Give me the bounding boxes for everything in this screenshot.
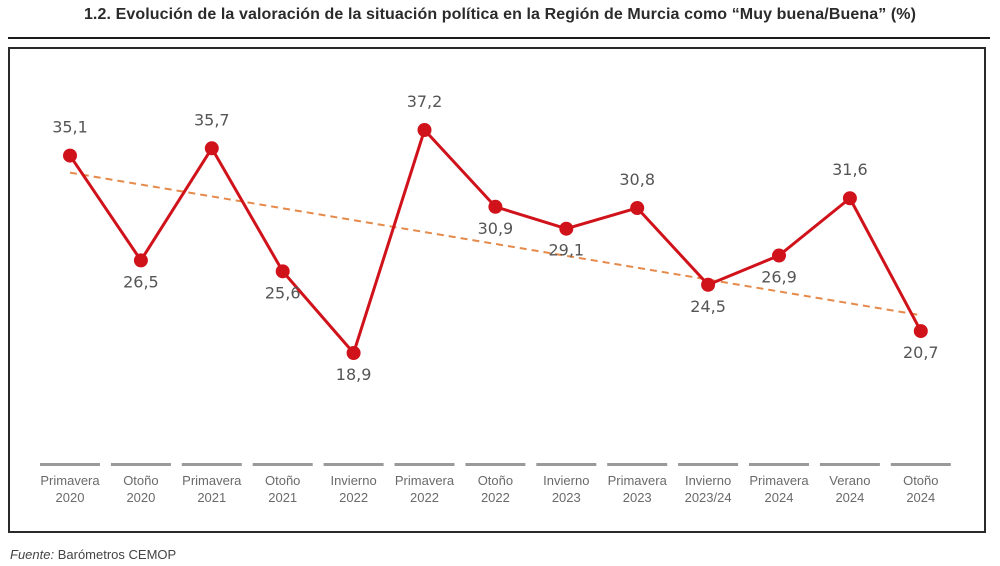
data-label: 30,9 [478, 219, 514, 238]
x-tick-bar [678, 463, 739, 466]
x-tick-bar [394, 463, 455, 466]
x-tick-label-line: Primavera [749, 473, 809, 488]
x-tick-label: Primavera 2023 [608, 473, 668, 505]
x-tick-label-line: Otoño [123, 473, 158, 488]
data-point [417, 123, 432, 137]
x-tick-bar [40, 463, 100, 466]
data-point [701, 277, 716, 292]
x-tick-label: Otoño 2020 [123, 473, 158, 505]
x-tick-label-line: 2023 [552, 490, 581, 505]
x-tick-label-line: 2023/24 [685, 490, 732, 505]
data-label: 26,9 [761, 268, 797, 287]
x-tick-label: Otoño 2021 [265, 473, 300, 505]
x-tick-label: Primavera 2020 [40, 473, 100, 505]
x-tick-label-line: Primavera [608, 473, 668, 488]
source-text: Barómetros CEMOP [57, 547, 177, 562]
title-rule [8, 37, 990, 39]
x-tick-label: Primavera 2021 [182, 473, 242, 505]
x-tick-label-line: Primavera [182, 473, 242, 488]
x-tick-label: Primavera 2022 [395, 473, 455, 505]
data-point [63, 148, 77, 163]
data-label: 29,1 [548, 241, 584, 260]
x-tick-label: Otoño 2024 [903, 473, 938, 505]
x-tick-label: Primavera 2024 [749, 473, 809, 505]
data-point [913, 324, 928, 339]
x-tick-label-line: Primavera [40, 473, 100, 488]
x-tick-bar [890, 463, 951, 466]
chart-title: 1.2. Evolución de la valoración de la si… [83, 6, 917, 23]
data-point [204, 141, 219, 156]
data-label: 20,7 [903, 343, 939, 362]
x-tick-label-line: 2020 [126, 490, 155, 505]
series-points [63, 123, 928, 360]
x-tick-label-line: 2023 [623, 490, 652, 505]
source-note: Fuente: Barómetros CEMOP [10, 547, 176, 562]
data-label: 30,8 [619, 170, 655, 189]
x-tick-label: Invierno 2022 [330, 473, 376, 505]
x-tick-label-line: 2021 [268, 490, 297, 505]
data-label: 31,6 [832, 160, 868, 179]
data-point [630, 200, 645, 215]
data-label: 35,1 [52, 118, 88, 137]
x-tick-bar [323, 463, 384, 466]
data-label: 35,7 [194, 110, 230, 129]
data-point [842, 191, 857, 206]
data-point [133, 253, 148, 268]
data-label: 18,9 [336, 365, 372, 384]
data-label: 37,2 [407, 92, 443, 111]
series-line [68, 128, 923, 355]
x-tick-bar [465, 463, 526, 466]
x-tick-label: Invierno 2023 [543, 473, 589, 505]
x-tick-bar [749, 463, 809, 466]
data-label: 25,6 [265, 283, 301, 302]
x-axis-tick-bars [40, 463, 951, 466]
data-point [772, 248, 786, 263]
x-tick-label-line: 2021 [197, 490, 226, 505]
x-tick-label-line: Otoño [265, 473, 300, 488]
x-tick-label-line: 2024 [765, 490, 794, 505]
series-line-group [68, 128, 923, 355]
x-tick-label-line: 2022 [481, 490, 510, 505]
x-tick-label-line: Primavera [395, 473, 455, 488]
x-tick-bar [607, 463, 668, 466]
data-labels: 35,1 26,5 35,7 25,6 18,9 37,2 30,9 29,1 30,8 24,5… [52, 92, 938, 384]
data-label: 24,5 [690, 297, 726, 316]
x-tick-label-line: Otoño [903, 473, 938, 488]
data-point [559, 221, 574, 236]
x-tick-label-line: 2022 [410, 490, 439, 505]
x-tick-bar [819, 463, 880, 466]
x-tick-label-line: Invierno [543, 473, 589, 488]
x-tick-bar [252, 463, 313, 466]
source-label: Fuente: [10, 547, 55, 562]
x-tick-bar [181, 463, 242, 466]
x-tick-bar [536, 463, 597, 466]
x-tick-label-line: 2024 [835, 490, 864, 505]
chart-frame [8, 47, 986, 533]
x-tick-label-line: 2022 [339, 490, 368, 505]
x-tick-label-line: Invierno [330, 473, 376, 488]
x-tick-label-line: Invierno [685, 473, 731, 488]
x-tick-label-line: 2020 [56, 490, 85, 505]
data-label: 26,5 [123, 272, 159, 291]
x-tick-label-line: Otoño [478, 473, 513, 488]
x-tick-label-line: 2024 [906, 490, 935, 505]
x-tick-label: Otoño 2022 [478, 473, 513, 505]
x-tick-label-line: Verano [829, 473, 870, 488]
data-point [488, 199, 503, 214]
x-tick-label: Verano 2024 [829, 473, 870, 505]
x-tick-label: Invierno 2023/24 [685, 473, 732, 505]
data-point [275, 264, 290, 279]
data-point [346, 346, 361, 360]
x-tick-bar [110, 463, 171, 466]
